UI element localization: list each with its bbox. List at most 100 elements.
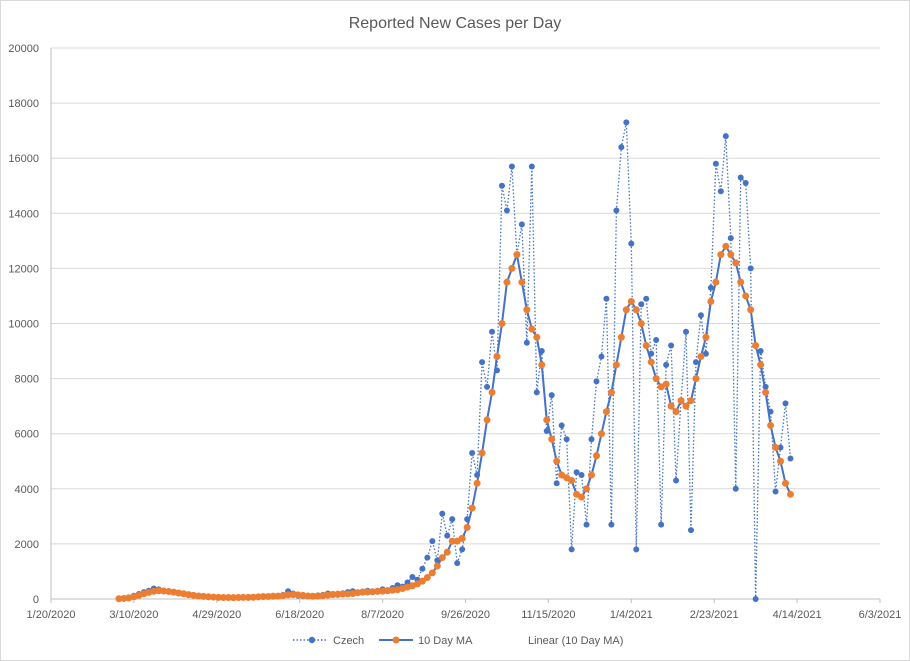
- ma-data-point: [155, 587, 163, 595]
- czech-data-point: [692, 359, 699, 366]
- czech-data-point: [668, 342, 675, 349]
- czech-data-point: [697, 312, 704, 319]
- czech-data-point: [568, 546, 575, 553]
- czech-data-point: [588, 436, 595, 443]
- czech-data-point: [583, 521, 590, 528]
- czech-data-point: [737, 174, 744, 181]
- ma-data-point: [483, 416, 491, 424]
- legend-item-czech: Czech: [293, 635, 364, 647]
- ma-data-point: [493, 353, 501, 361]
- czech-data-point: [498, 182, 505, 189]
- ma-data-point: [777, 457, 785, 465]
- x-tick-label: 9/26/2020: [441, 609, 490, 621]
- ma-data-point: [607, 388, 615, 396]
- legend-czech-marker: [308, 636, 316, 644]
- ma-data-point: [697, 353, 705, 361]
- ma-data-point: [448, 537, 456, 545]
- x-tick-label: 11/15/2020: [521, 609, 575, 621]
- ma-data-point: [632, 306, 640, 314]
- ma-data-point: [269, 592, 277, 600]
- czech-data-point: [727, 235, 734, 242]
- czech-data-point: [747, 265, 754, 272]
- czech-data-point: [782, 400, 789, 407]
- ma-data-point: [224, 593, 232, 601]
- ma-data-point: [498, 320, 506, 327]
- czech-data-point: [742, 179, 749, 186]
- ma-data-point: [538, 361, 546, 369]
- czech-data-point: [558, 422, 565, 429]
- czech-data-point: [712, 160, 719, 167]
- czech-data-point: [533, 389, 540, 396]
- czech-data-point: [732, 485, 739, 492]
- ma-data-point: [747, 306, 755, 314]
- czech-data-point: [409, 573, 416, 580]
- y-tick-label: 8000: [15, 374, 39, 386]
- czech-data-point: [777, 444, 784, 451]
- czech-data-point: [772, 488, 779, 495]
- ma-data-point: [737, 278, 745, 286]
- ma-data-point: [548, 435, 556, 443]
- czech-data-point: [404, 579, 411, 586]
- ma-data-point: [533, 333, 541, 341]
- ma-data-point: [702, 333, 710, 341]
- x-tick-label: 4/14/2021: [773, 609, 822, 621]
- y-tick-label: 14000: [8, 208, 39, 220]
- ma-data-point: [762, 388, 770, 396]
- ma-data-point: [369, 588, 377, 596]
- y-tick-label: 12000: [8, 263, 39, 275]
- czech-data-point: [578, 472, 585, 479]
- ma-data-point: [682, 402, 690, 410]
- ma-data-point: [443, 548, 451, 556]
- ma-data-point: [647, 358, 655, 366]
- ma-data-point: [518, 278, 526, 286]
- ma-data-point: [592, 452, 600, 460]
- ma-data-point: [259, 593, 267, 601]
- y-tick-label: 16000: [8, 153, 39, 165]
- ma-data-point: [652, 375, 660, 383]
- czech-data-point: [658, 521, 665, 528]
- ma-data-point: [458, 534, 466, 542]
- ma-data-point: [339, 590, 347, 598]
- ma-data-point: [597, 430, 605, 438]
- ma-data-point: [642, 342, 650, 350]
- ma-data-point: [588, 471, 596, 479]
- ma-data-point: [478, 449, 486, 457]
- y-axis-ticks: 0 2000 4000 6000 8000 10000 12000 14000 16000 180…: [8, 43, 39, 606]
- ma-data-point: [334, 590, 342, 598]
- ma-data-point: [662, 380, 670, 388]
- czech-data-point: [454, 560, 461, 567]
- czech-data-point: [722, 133, 729, 140]
- y-tick-label: 6000: [15, 429, 39, 441]
- ma-data-point: [677, 397, 685, 405]
- ma-data-point: [578, 493, 586, 501]
- ma-data-point: [309, 592, 317, 600]
- y-tick-label: 0: [33, 594, 39, 606]
- ma-data-point: [234, 593, 242, 601]
- ma-data-point: [433, 562, 441, 570]
- czech-data-point: [528, 163, 535, 170]
- chart-title: Reported New Cases per Day: [349, 15, 562, 32]
- czech-data-point: [439, 510, 446, 517]
- czech-data-point: [702, 350, 709, 357]
- ma-data-point: [438, 554, 446, 562]
- ma-data-point: [752, 342, 760, 350]
- czech-data-point: [623, 119, 630, 126]
- czech-data-point: [484, 383, 491, 390]
- ma-data-point: [528, 325, 536, 333]
- czech-data-point: [752, 596, 759, 602]
- czech-data-point: [424, 554, 431, 561]
- x-tick-label: 4/29/2020: [192, 609, 241, 621]
- ma-data-point: [513, 251, 521, 259]
- czech-data-point: [459, 546, 466, 553]
- ma-data-point: [508, 264, 516, 272]
- czech-data-point: [449, 516, 456, 523]
- ma-data-point: [239, 593, 247, 601]
- ma-data-point: [786, 490, 794, 498]
- ma-data-point: [637, 320, 645, 327]
- czech-data-point: [523, 339, 530, 346]
- ma-data-point: [503, 278, 511, 286]
- ma-data-point: [219, 593, 227, 601]
- x-tick-label: 2/23/2021: [690, 609, 739, 621]
- czech-data-point: [757, 348, 764, 355]
